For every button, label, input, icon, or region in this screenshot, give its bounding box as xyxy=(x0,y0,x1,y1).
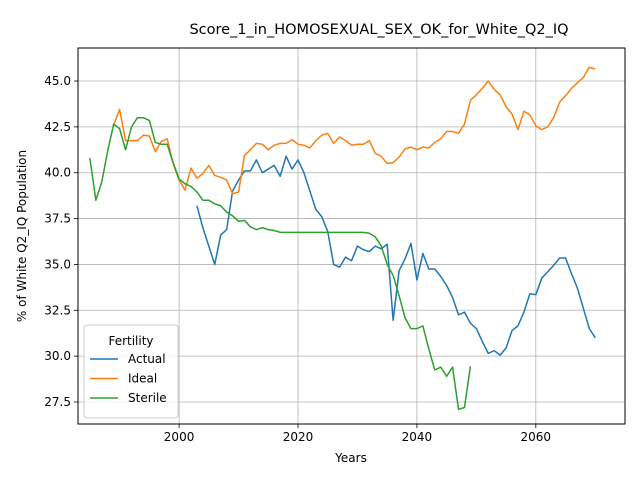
legend-label-actual: Actual xyxy=(128,352,166,366)
chart-title: Score_1_in_HOMOSEXUAL_SEX_OK_for_White_Q… xyxy=(189,22,568,38)
series-line-sterile xyxy=(89,116,472,411)
legend-title: Fertility xyxy=(108,334,153,348)
x-axis-label: Years xyxy=(334,451,367,465)
y-tick-label: 42.5 xyxy=(44,120,71,134)
series-line-actual xyxy=(196,155,596,356)
y-axis-label: % of White Q2_IQ Population xyxy=(15,150,29,322)
series-line-ideal xyxy=(112,66,596,195)
axis-ticks: 2000 2020 2040 2060 27.5 30.0 32.5 35.0 37.5 40.0… xyxy=(44,74,551,444)
x-tick-label: 2000 xyxy=(164,430,195,444)
y-tick-label: 27.5 xyxy=(44,395,71,409)
x-tick-label: 2040 xyxy=(402,430,433,444)
y-tick-label: 35.0 xyxy=(44,257,71,271)
x-tick-label: 2060 xyxy=(521,430,552,444)
legend-label-ideal: Ideal xyxy=(128,372,157,386)
legend-box xyxy=(83,324,179,419)
x-tick-label: 2020 xyxy=(283,430,314,444)
series-lines xyxy=(89,66,596,411)
plot-frame xyxy=(77,47,626,425)
legend-entries: Actual Ideal Sterile xyxy=(90,352,167,405)
y-tick-label: 37.5 xyxy=(44,212,71,226)
y-tick-label: 40.0 xyxy=(44,166,71,180)
y-tick-label: 30.0 xyxy=(44,349,71,363)
y-tick-label: 45.0 xyxy=(44,74,71,88)
legend: Fertility Actual Ideal Sterile xyxy=(83,324,179,419)
y-tick-label: 32.5 xyxy=(44,303,71,317)
legend-label-sterile: Sterile xyxy=(128,391,167,405)
